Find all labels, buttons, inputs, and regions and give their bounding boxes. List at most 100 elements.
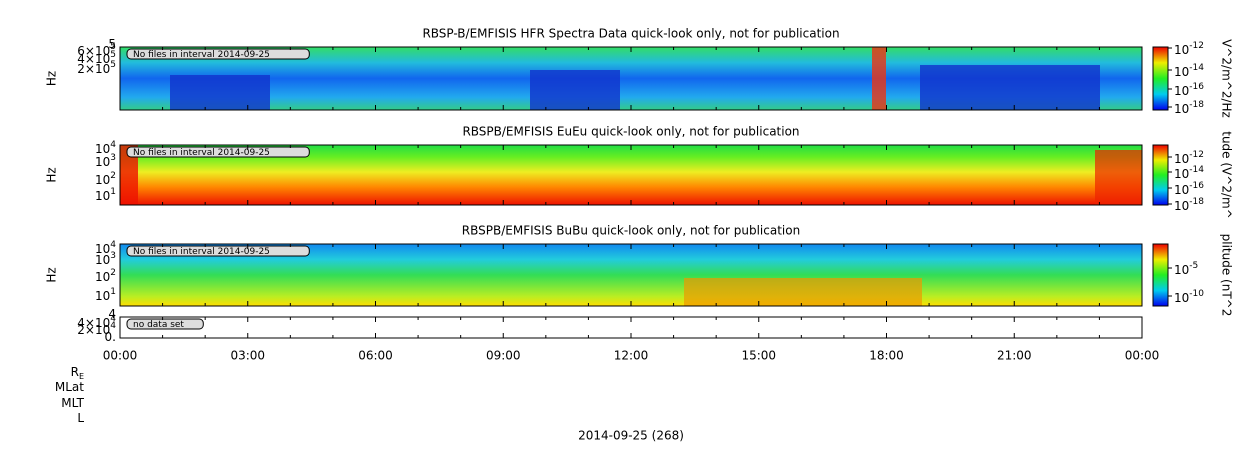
time-label: 12:00 bbox=[614, 349, 649, 363]
label-text: 10 bbox=[1174, 291, 1189, 305]
time-label: 00:00 bbox=[103, 349, 138, 363]
note-box bbox=[126, 48, 310, 60]
label-text: 0. bbox=[105, 330, 116, 344]
exponent: -12 bbox=[1189, 150, 1204, 160]
label-text: 5 bbox=[108, 37, 116, 51]
y-tick-label: 4 bbox=[108, 307, 116, 321]
exponent: 4 bbox=[110, 321, 116, 331]
label-text: 10 bbox=[1174, 102, 1189, 116]
y-axis-label: Hz bbox=[45, 267, 59, 282]
exponent: -10 bbox=[1189, 289, 1204, 299]
ephemeris-label: RE bbox=[71, 365, 84, 381]
colorbar-label: plitude (nT^2 bbox=[1220, 234, 1234, 317]
time-label: 18:00 bbox=[869, 349, 904, 363]
colorbar-tick-label: 10-18 bbox=[1174, 197, 1204, 213]
time-label: 06:00 bbox=[358, 349, 393, 363]
y-tick-label: 6×105 bbox=[77, 42, 116, 58]
panel-title: RBSPB/EMFISIS BuBu quick-look only, not … bbox=[462, 224, 800, 238]
colorbar-label: tude (V^2/m^ bbox=[1220, 131, 1234, 219]
exponent: 3 bbox=[110, 251, 116, 261]
y-tick-label: 2×105 bbox=[77, 60, 116, 76]
note-box bbox=[126, 245, 310, 257]
exponent: 5 bbox=[110, 42, 116, 52]
exponent: -16 bbox=[1189, 82, 1204, 92]
colorbar-tick-label: 10-12 bbox=[1174, 41, 1204, 57]
y-tick-label: 4×104 bbox=[77, 314, 116, 330]
label-text: 10 bbox=[95, 155, 110, 169]
exponent: 2 bbox=[110, 171, 116, 181]
y-tick-label: 101 bbox=[95, 287, 116, 303]
label-text: 10 bbox=[1174, 263, 1189, 277]
label-text: 10 bbox=[1174, 167, 1189, 181]
label-text: MLT bbox=[61, 396, 84, 410]
exponent: 5 bbox=[110, 50, 116, 60]
time-label: 00:00 bbox=[1125, 349, 1160, 363]
note-box bbox=[126, 146, 310, 158]
exponent: 4 bbox=[110, 314, 116, 324]
label-text: 10 bbox=[1174, 43, 1189, 57]
note-text: No files in interval 2014-09-25 bbox=[133, 247, 270, 257]
label-text: 2×10 bbox=[77, 62, 110, 76]
note-text: no data set bbox=[133, 320, 184, 330]
exponent: 1 bbox=[110, 187, 116, 197]
label-text: 10 bbox=[95, 173, 110, 187]
label-text: L bbox=[77, 411, 84, 425]
colorbar-tick-label: 10-10 bbox=[1174, 289, 1204, 305]
colorbar-tick-label: 10-16 bbox=[1174, 181, 1204, 197]
colorbar bbox=[1152, 46, 1169, 111]
label-text: 10 bbox=[1174, 152, 1189, 166]
exponent: 2 bbox=[110, 268, 116, 278]
exponent: 1 bbox=[110, 287, 116, 297]
ephemeris-label: MLT bbox=[61, 396, 84, 410]
colorbar-tick-label: 10-14 bbox=[1174, 165, 1204, 181]
label-text: 10 bbox=[95, 270, 110, 284]
colorbar-tick-label: 10-16 bbox=[1174, 82, 1204, 98]
label-text: 4×10 bbox=[77, 316, 110, 330]
exponent: -14 bbox=[1189, 63, 1204, 73]
colorbar-label: V^2/m^2/Hz bbox=[1220, 39, 1234, 118]
label-text: 10 bbox=[1174, 65, 1189, 79]
time-label: 21:00 bbox=[997, 349, 1032, 363]
y-tick-label: 103 bbox=[95, 153, 116, 169]
time-label: 15:00 bbox=[741, 349, 776, 363]
y-tick-label: 5 bbox=[108, 37, 116, 51]
label-text: 2×10 bbox=[77, 323, 110, 337]
spectrogram-patch bbox=[120, 145, 138, 205]
y-axis-label: Hz bbox=[45, 167, 59, 182]
note-text: No files in interval 2014-09-25 bbox=[133, 148, 270, 158]
exponent: 4 bbox=[110, 240, 116, 250]
exponent: 5 bbox=[110, 60, 116, 70]
panel-title: RBSP-B/EMFISIS HFR Spectra Data quick-lo… bbox=[422, 27, 839, 41]
date-label: 2014-09-25 (268) bbox=[578, 429, 684, 443]
exponent: -18 bbox=[1189, 197, 1204, 207]
label-text: 10 bbox=[1174, 84, 1189, 98]
label-text: 10 bbox=[95, 289, 110, 303]
time-label: 09:00 bbox=[486, 349, 521, 363]
y-tick-label: 101 bbox=[95, 187, 116, 203]
exponent: -12 bbox=[1189, 41, 1204, 51]
label-text: MLat bbox=[55, 380, 84, 394]
y-tick-label: 0. bbox=[105, 330, 116, 344]
exponent: -16 bbox=[1189, 181, 1204, 191]
time-label: 03:00 bbox=[230, 349, 265, 363]
spectrogram-patch bbox=[170, 75, 270, 110]
exponent: -14 bbox=[1189, 165, 1204, 175]
label-text: 10 bbox=[95, 253, 110, 267]
labels: RBSP-B/EMFISIS HFR Spectra Data quick-lo… bbox=[45, 27, 1234, 443]
y-axis-label: Hz bbox=[45, 71, 59, 86]
y-tick-label: 104 bbox=[95, 240, 116, 256]
label-text: R bbox=[71, 365, 79, 379]
label-text: 10 bbox=[1174, 183, 1189, 197]
ephemeris-label: MLat bbox=[55, 380, 84, 394]
label-text: 10 bbox=[95, 189, 110, 203]
spectrogram-patch bbox=[684, 278, 922, 306]
label-text: 10 bbox=[1174, 199, 1189, 213]
y-tick-label: 102 bbox=[95, 171, 116, 187]
exponent: 3 bbox=[110, 153, 116, 163]
exponent: 4 bbox=[110, 140, 116, 150]
subscript: E bbox=[79, 372, 84, 381]
spectrogram-patch bbox=[920, 65, 1100, 110]
y-tick-label: 102 bbox=[95, 268, 116, 284]
y-tick-label: 4×105 bbox=[77, 50, 116, 66]
